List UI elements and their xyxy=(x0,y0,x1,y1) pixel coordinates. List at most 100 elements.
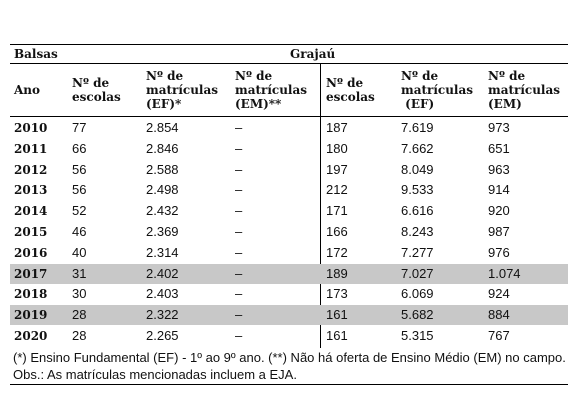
table-cell: 2.369 xyxy=(146,224,179,239)
column-header-line: matrículas xyxy=(235,83,308,97)
table-cell: 2.846 xyxy=(146,140,179,156)
table-cell: – xyxy=(235,203,243,219)
table-cell: 28 xyxy=(72,328,87,343)
column-divider xyxy=(320,64,321,348)
column-header-line: (EM) xyxy=(488,97,522,111)
table-cell: – xyxy=(235,286,243,302)
row-highlight xyxy=(10,305,568,326)
year-cell: 2019 xyxy=(14,308,48,323)
table-cell: – xyxy=(235,161,243,177)
table-cell: 77 xyxy=(72,120,87,135)
column-header-line: Nº de xyxy=(146,69,184,83)
table-cell: 924 xyxy=(488,286,510,302)
table-cell: 180 xyxy=(326,140,348,156)
table-cell: – xyxy=(235,140,243,156)
table-cell: 56 xyxy=(72,161,87,177)
column-header: Nº de matrículas (EM)** xyxy=(235,64,307,116)
table-cell: 56 xyxy=(72,182,87,198)
table-cell: – xyxy=(235,182,243,198)
table-cell: 197 xyxy=(326,161,348,177)
column-header-line: Ano xyxy=(14,83,41,97)
table-cell: – xyxy=(235,307,243,323)
column-header-line: matrículas xyxy=(401,83,474,97)
table-cell: 7.277 xyxy=(401,244,434,260)
table-cell: 2.265 xyxy=(146,328,179,343)
table-cell: 9.533 xyxy=(401,182,434,198)
table-cell: 1.074 xyxy=(488,265,521,281)
table-cell: 166 xyxy=(326,224,348,239)
table-cell: 212 xyxy=(326,182,348,198)
table-cell: 6.616 xyxy=(401,203,434,219)
footnote: (*) Ensino Fundamental (EF) - 1º ao 9º a… xyxy=(13,350,566,382)
left-group-label: Balsas xyxy=(14,47,58,61)
table-cell: 2.498 xyxy=(146,182,179,198)
table-cell: 8.049 xyxy=(401,161,434,177)
table-cell: 5.682 xyxy=(401,307,434,323)
table-cell: 46 xyxy=(72,224,87,239)
table-cell: 5.315 xyxy=(401,328,434,343)
top-rule xyxy=(10,44,568,45)
column-header: Nº de matrículas (EF) xyxy=(401,64,473,116)
row-highlight xyxy=(10,263,568,284)
column-header-line: Nº de xyxy=(235,69,273,83)
table-cell: 767 xyxy=(488,328,510,343)
table-cell: 2.588 xyxy=(146,161,179,177)
table-cell: 28 xyxy=(72,307,87,323)
year-cell: 2016 xyxy=(14,245,48,260)
table-cell: 2.314 xyxy=(146,244,179,260)
right-group-label: Grajaú xyxy=(290,47,336,61)
table-cell: – xyxy=(235,120,243,135)
year-cell: 2018 xyxy=(14,287,48,302)
table-cell: 189 xyxy=(326,265,348,281)
table-cell: 2.403 xyxy=(146,286,179,302)
column-header-line: (EF) xyxy=(401,97,435,111)
table-cell: 52 xyxy=(72,203,87,219)
column-header-line: Nº de xyxy=(72,76,110,90)
table-cell: – xyxy=(235,224,243,239)
table-cell: 161 xyxy=(326,307,348,323)
table-cell: 884 xyxy=(488,307,510,323)
column-header-line: matrículas xyxy=(146,83,219,97)
table-cell: 173 xyxy=(326,286,348,302)
column-header-line: (EM)** xyxy=(235,97,282,111)
table-cell: 30 xyxy=(72,286,87,302)
column-header-line: Nº de xyxy=(488,69,526,83)
header-rule xyxy=(10,63,568,64)
table-cell: 2.402 xyxy=(146,265,179,281)
table-cell: 914 xyxy=(488,182,510,198)
table-cell: 7.619 xyxy=(401,120,434,135)
column-header-line: (EF)* xyxy=(146,97,182,111)
column-header: Nº de escolas xyxy=(72,64,121,116)
table-cell: 7.027 xyxy=(401,265,434,281)
year-cell: 2013 xyxy=(14,183,48,198)
column-header: Nº de matrículas (EF)* xyxy=(146,64,218,116)
table-cell: 963 xyxy=(488,161,510,177)
year-cell: 2010 xyxy=(14,121,48,135)
year-cell: 2015 xyxy=(14,225,48,239)
year-cell: 2012 xyxy=(14,162,48,177)
table-cell: 920 xyxy=(488,203,510,219)
table-cell: 187 xyxy=(326,120,348,135)
table-cell: 8.243 xyxy=(401,224,434,239)
table-cell: 651 xyxy=(488,140,510,156)
table-cell: 7.662 xyxy=(401,140,434,156)
bottom-rule xyxy=(10,384,568,385)
column-header-line: escolas xyxy=(326,90,375,104)
table-cell: 171 xyxy=(326,203,348,219)
year-cell: 2014 xyxy=(14,204,48,219)
year-cell: 2020 xyxy=(14,329,48,343)
year-cell: 2017 xyxy=(14,266,48,281)
table-cell: 161 xyxy=(326,328,348,343)
column-header: Ano xyxy=(14,64,40,116)
table-cell: 2.322 xyxy=(146,307,179,323)
table-cell: 66 xyxy=(72,140,87,156)
table-cell: 2.432 xyxy=(146,203,179,219)
table-cell: 31 xyxy=(72,265,87,281)
column-header-line: Nº de xyxy=(401,69,439,83)
column-header: Nº de matrículas (EM) xyxy=(488,64,560,116)
table-cell: 976 xyxy=(488,244,510,260)
table-cell: 6.069 xyxy=(401,286,434,302)
column-header-line: matrículas xyxy=(488,83,561,97)
table-cell: 987 xyxy=(488,224,510,239)
